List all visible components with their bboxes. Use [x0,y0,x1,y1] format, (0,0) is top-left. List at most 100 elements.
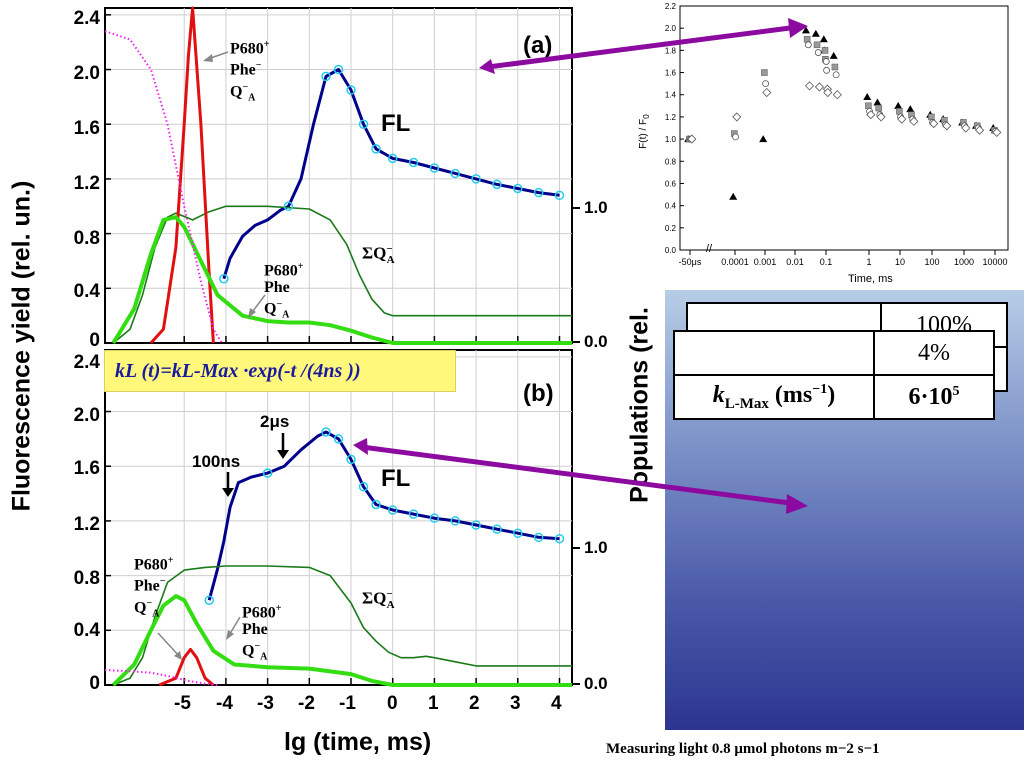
purple-arrow-top [487,25,791,70]
point-diamond [687,134,697,144]
ytick-a-4: 0.8 [73,228,100,249]
right-ytick-label: 1.2 [665,113,677,122]
panel-b-fl-point [333,434,344,444]
right-ytick-label: 1.8 [665,46,677,55]
right-xlabel: Time, ms [848,273,893,285]
point-diamond [814,82,825,92]
panel-a-series-4 [104,30,223,344]
right-xtick-label: 10000 [982,257,1007,267]
right-ytick-label: 0.2 [665,224,677,233]
ytick-a-1: 2.0 [73,63,100,84]
panel-a-fl-point [346,85,356,95]
label-2us: 2μs [260,412,290,431]
panel-b-fl-point [321,427,331,437]
panel-a-curves [104,6,572,345]
panel-b-fl-point [450,516,460,526]
xtick-8: 3 [510,693,521,714]
panel-a-fl-point [321,71,331,82]
panel-a-grid [105,8,572,343]
purple-arrow-bottom [361,444,791,506]
panel-b-fl-point [358,481,369,492]
point-diamond [762,87,772,98]
point-circle [732,133,739,141]
point-circle [762,80,770,88]
right-xtick-label: 0.001 [754,257,777,267]
state2-label-a: P680+ Phe Q−A [264,261,304,321]
left-xlabel: lg (time, ms) [284,728,432,756]
right-xtick-label: 100 [924,257,939,267]
purple-diamond-top [479,59,495,74]
footer-caption: Measuring light 0.8 μmol photons m−2 s−1 [606,741,880,757]
panel-b-fl-point [533,532,544,543]
xtick-1: -4 [216,693,233,714]
xtick-7: 2 [469,693,480,714]
point-diamond [909,116,919,126]
xtick-6: 1 [428,693,439,714]
right-ytick-label: 0.6 [665,179,677,188]
panel-a-series-0 [222,68,560,280]
point-square [875,104,882,112]
point-circle [823,66,831,74]
arrowhead-state2-a [248,308,256,318]
panel-a-fl-point [554,190,565,201]
panel-b-fl-point [387,505,398,515]
rtick-a-1: 1.0 [584,198,608,217]
fl-label-b: FL [381,465,411,492]
arrow-state1-b [157,632,181,658]
arrowhead-2us [277,450,289,459]
right-chart-points [684,26,1002,200]
panel-b-fl-point [554,533,565,544]
sum-qa-label-b: ΣQ−A [362,588,395,612]
panel-b-fl-point [429,513,440,523]
point-square [821,47,829,54]
point-diamond [804,81,815,91]
panel-a-fl-point [283,201,294,212]
ytick-a-6: 0 [89,330,100,351]
panel-a-fl-point [333,64,344,75]
right-ytick-label: 2.0 [665,24,677,33]
ytick-b-4: 0.8 [73,568,100,589]
arrowhead-100ns [222,488,234,497]
right-ytick-label: 0.0 [665,246,677,255]
point-circle [814,49,822,56]
point-diamond [732,112,742,122]
state2-label-b: P680+ Phe Q−A [242,603,282,663]
axis-break: // [706,243,713,255]
right-xtick-label: 1000 [954,257,974,267]
sum-qa-label-a: ΣQ−A [362,243,395,267]
right-ytick-label: 1.6 [665,69,677,78]
point-diamond [832,90,842,100]
panel-b-series-3 [111,594,572,687]
fl-label-a: FL [381,110,411,137]
ytick-b-6: 0 [89,673,100,694]
purple-arrowhead-bottom [786,494,808,514]
arrowhead-state1-a [203,54,213,62]
panel-a-fl-point [429,163,440,173]
right-ytick-label: 0.8 [665,157,677,166]
panel-b-fl-point [262,468,273,478]
arrowhead-state1-b [174,651,182,660]
formula-box: kL (t)=kL-Max ·exp(-t /(4ns )) [104,350,456,392]
point-diamond [866,110,876,120]
point-diamond [961,123,971,133]
panel-a-fl-point [471,174,481,184]
panel-a-fl-point [408,157,419,168]
label-100ns: 100ns [192,452,241,471]
right-chart: 0.0 0.2 0.4 0.6 0.8 1.0 1.2 1.4 1.6 1.8 2.0 2.2 -50μ… [628,0,1024,290]
point-circle [822,58,830,65]
panel-a-fl-point [358,119,369,129]
right-ytick-label: 1.0 [665,135,677,144]
point-diamond [876,112,886,122]
right-ytick-label: 2.2 [665,2,677,11]
right-xtick-label: 10 [895,257,905,267]
purple-arrowhead-top [788,18,808,38]
table-percent: 4% [873,330,995,376]
point-diamond [929,118,939,129]
ytick-b-1: 2.0 [73,405,100,426]
right-xtick-label: 1 [866,257,871,267]
panel-b-fl-point [371,499,381,510]
rtick-b-0: 0.0 [584,674,608,693]
point-square [831,63,839,71]
point-square [761,69,768,76]
